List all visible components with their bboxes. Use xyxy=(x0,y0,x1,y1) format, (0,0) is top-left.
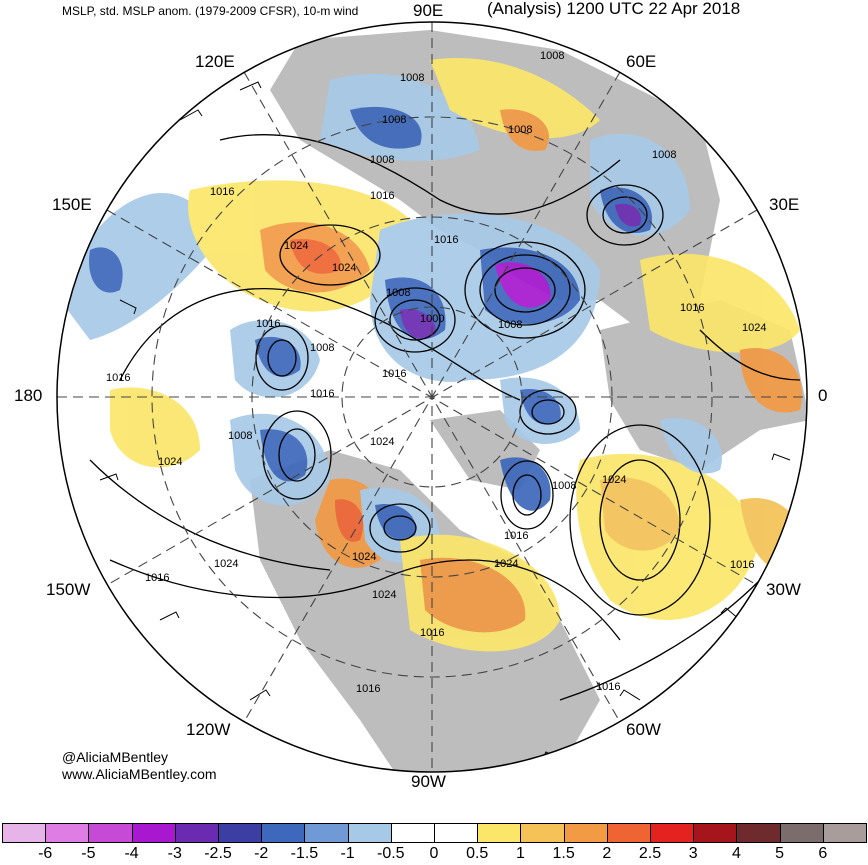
colorbar-swatch xyxy=(779,823,824,843)
isobar-label: 1016 xyxy=(106,372,131,384)
colorbar-tick-label: -4 xyxy=(124,845,139,862)
colorbar-tick-label: 2.5 xyxy=(638,845,662,862)
map-title-right: (Analysis) 1200 UTC 22 Apr 2018 xyxy=(487,0,741,18)
colorbar-tick-label: 4 xyxy=(731,845,741,862)
isobar-label: 1016 xyxy=(680,302,705,314)
isobar-label: 1024 xyxy=(372,589,397,601)
isobar-label: 1016 xyxy=(256,318,281,330)
colorbar-tick-label: 0.5 xyxy=(466,845,489,862)
isobar-label: 1024 xyxy=(370,436,395,448)
isobar-label: 1024 xyxy=(602,474,627,486)
wind-barb-layer xyxy=(99,81,791,761)
isobar-label: 1024 xyxy=(742,322,767,334)
colorbar-swatch xyxy=(261,823,306,843)
label-150e: 150E xyxy=(52,195,92,214)
colorbar-tick-label: 1.5 xyxy=(552,845,575,862)
isobar-label: 1016 xyxy=(382,368,407,380)
colorbar-tick-label: -0.5 xyxy=(377,845,405,862)
isobar-label: 1008 xyxy=(652,149,677,161)
label-90w: 90W xyxy=(411,772,446,791)
isobar-label: 1016 xyxy=(370,190,395,202)
colorbar-tick-label: 6 xyxy=(818,845,828,862)
isobar-label: 1024 xyxy=(352,551,377,563)
label-30e: 30E xyxy=(769,195,800,214)
isobar-label: 1008 xyxy=(386,287,411,299)
colorbar: -6 -5 -4 -3 -2.5 -2 -1.5 -1 -0.5 0 0.5 1 1.5 2 2.5 3 4 5 6 xyxy=(0,823,868,865)
isobar-label: 1024 xyxy=(284,240,309,252)
isobar-label: 1008 xyxy=(400,72,425,84)
colorbar-swatch xyxy=(2,823,47,843)
isobar-label: 1024 xyxy=(332,262,357,274)
colorbar-swatch xyxy=(434,823,479,843)
colorbar-swatch xyxy=(45,823,90,843)
label-60w: 60W xyxy=(626,720,661,739)
isobar-label: 1008 xyxy=(552,480,577,492)
credit-site: www.AliciaMBentley.com xyxy=(62,766,217,782)
isobar-label: 1008 xyxy=(540,50,565,62)
isobar-label: 1008 xyxy=(508,124,533,136)
isobar-label: 1024 xyxy=(158,456,183,468)
colorbar-swatch xyxy=(304,823,349,843)
label-90e: 90E xyxy=(413,1,444,20)
colorbar-swatch xyxy=(822,823,867,843)
label-30w: 30W xyxy=(766,580,801,599)
isobar-labels: 1008 1008 1008 1008 1016 1008 1008 1016 … xyxy=(106,50,767,695)
credit-handle: @AliciaMBentley xyxy=(62,749,169,765)
colorbar-tick-label: -2.5 xyxy=(204,845,232,862)
colorbar-swatch xyxy=(347,823,392,843)
isobar-label: 1000 xyxy=(420,313,445,325)
label-180: 180 xyxy=(14,386,43,405)
colorbar-swatch xyxy=(693,823,738,843)
colorbar-swatch xyxy=(520,823,565,843)
isobar-layer xyxy=(89,134,801,701)
isobar-label: 1016 xyxy=(210,186,235,198)
colorbar-swatch xyxy=(390,823,435,843)
anomaly-layer xyxy=(60,58,802,652)
colorbar-swatch xyxy=(563,823,608,843)
isobar-label: 1008 xyxy=(370,154,395,166)
label-60e: 60E xyxy=(626,52,657,71)
colorbar-swatch xyxy=(650,823,695,843)
isobar-label: 1016 xyxy=(310,388,335,400)
isobar-label: 1008 xyxy=(382,114,407,126)
isobar-label: 1016 xyxy=(145,572,170,584)
colorbar-tick-label: 0 xyxy=(429,845,439,862)
isobar-label: 1008 xyxy=(310,342,335,354)
label-120w: 120W xyxy=(186,720,231,739)
colorbar-swatch xyxy=(131,823,176,843)
colorbar-tick-label: -1.5 xyxy=(290,845,319,862)
polar-map xyxy=(56,21,808,773)
colorbar-swatch xyxy=(218,823,263,843)
isobar-label: 1016 xyxy=(596,681,621,693)
colorbar-swatch xyxy=(174,823,219,843)
colorbar-tick-label: -6 xyxy=(38,845,53,862)
label-0: 0 xyxy=(818,386,828,405)
isobar-label: 1016 xyxy=(420,627,445,639)
colorbar-swatch xyxy=(88,823,133,843)
map-boundary xyxy=(56,21,808,773)
isobar-label: 1016 xyxy=(504,530,529,542)
isobar-label: 1016 xyxy=(434,234,459,246)
colorbar-tick-label: 2 xyxy=(602,845,612,862)
isobar-label: 1008 xyxy=(228,430,253,442)
colorbar-tick-label: -1 xyxy=(340,845,355,862)
isobar-label: 1016 xyxy=(730,559,755,571)
lat-lon-grid xyxy=(57,22,807,772)
label-150w: 150W xyxy=(46,580,91,599)
colorbar-swatch xyxy=(736,823,781,843)
colorbar-swatch xyxy=(477,823,522,843)
isobar-label: 1024 xyxy=(214,558,239,570)
colorbar-tick-label: 3 xyxy=(688,845,698,862)
colorbar-tick-label: -5 xyxy=(81,845,96,862)
colorbar-tick-label: -2 xyxy=(254,845,269,862)
colorbar-tick-label: 5 xyxy=(775,845,785,862)
map-title-left: MSLP, std. MSLP anom. (1979-2009 CFSR), … xyxy=(62,4,359,18)
isobar-label: 1008 xyxy=(498,319,523,331)
isobar-label: 1016 xyxy=(356,683,381,695)
isobar-label: 1024 xyxy=(494,558,519,570)
colorbar-tick-label: -3 xyxy=(167,845,182,862)
label-120e: 120E xyxy=(195,52,235,71)
colorbar-tick-label: 1 xyxy=(515,845,525,862)
colorbar-swatch xyxy=(606,823,651,843)
